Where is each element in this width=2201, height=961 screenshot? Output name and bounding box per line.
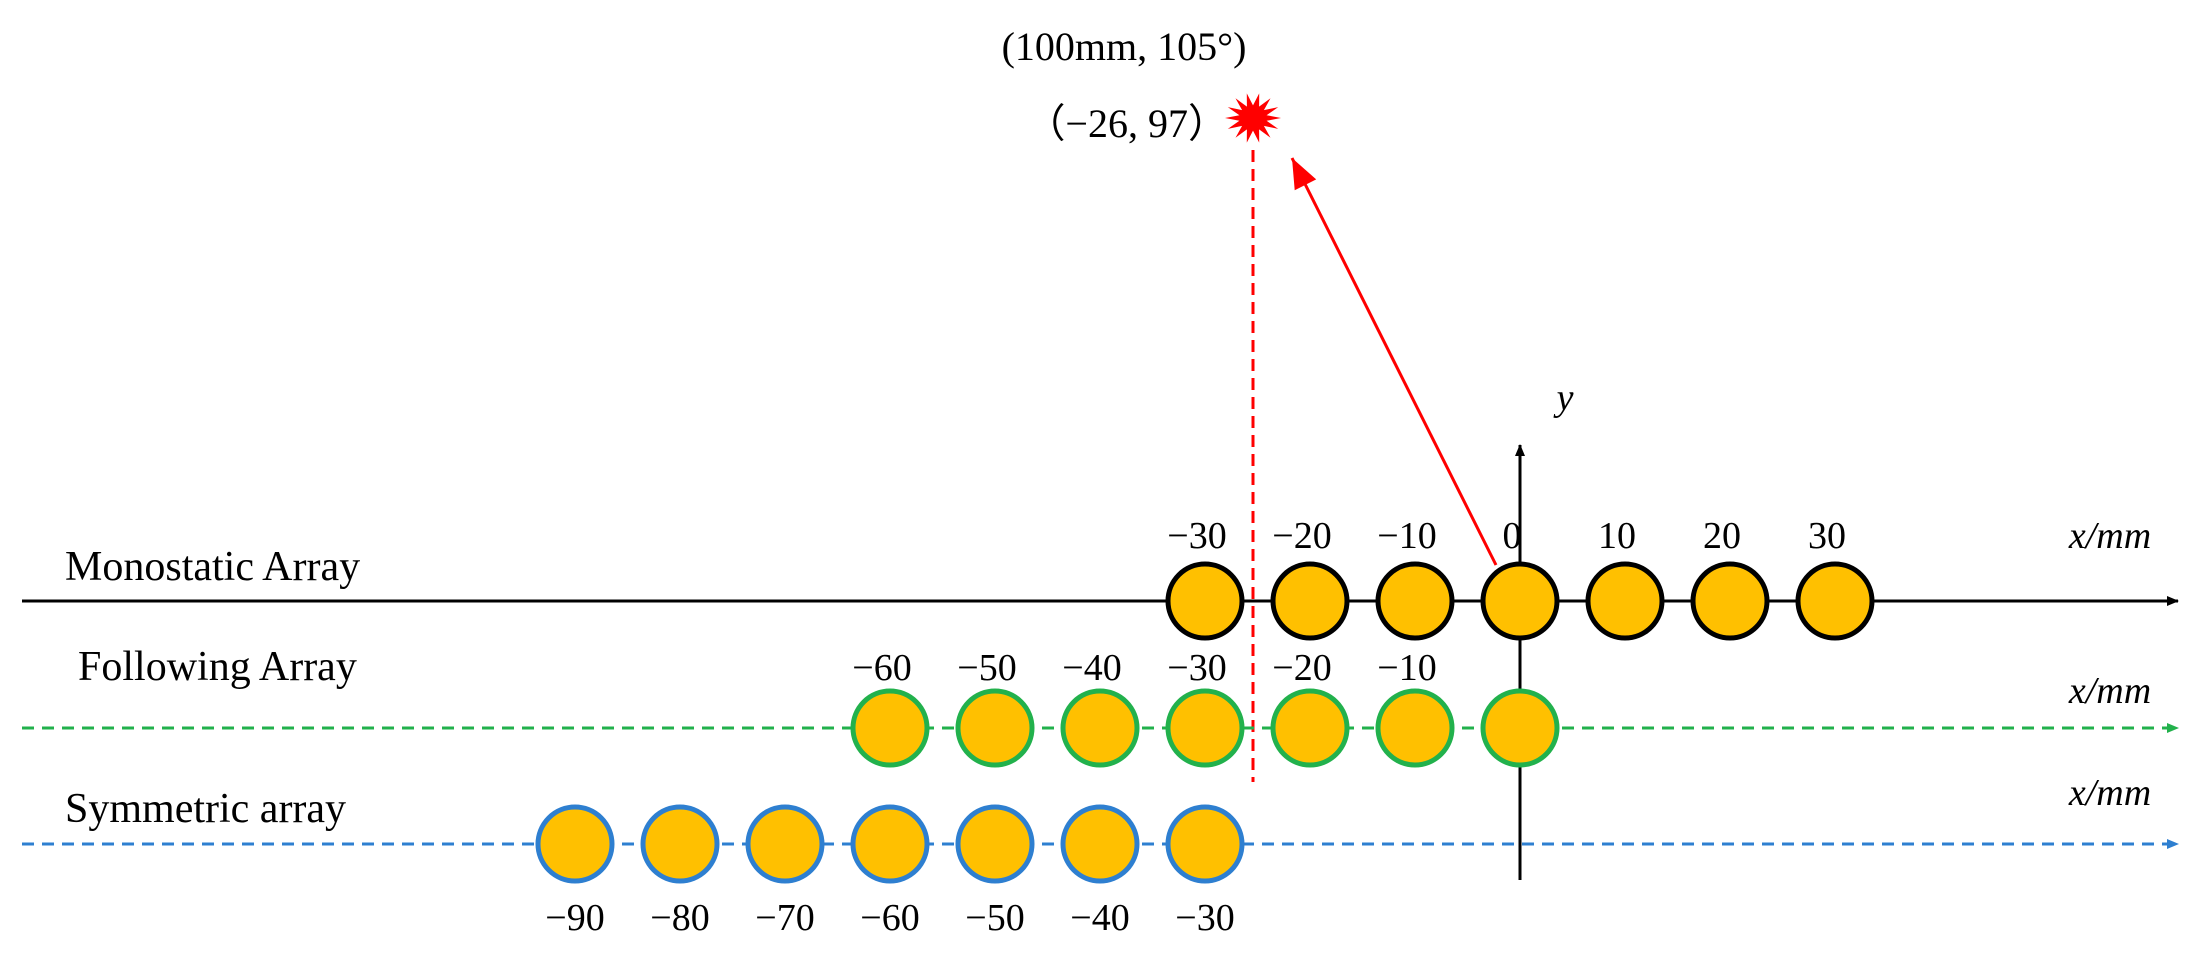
symmetric-array-element — [745, 804, 825, 884]
following-axis-label: x/mm — [2068, 670, 2151, 712]
symmetric-array-element — [1165, 804, 1245, 884]
monostatic-array-element — [1690, 561, 1770, 641]
following-tick-label: −40 — [1062, 647, 1121, 689]
following-array-element — [850, 688, 930, 768]
monostatic-array-element — [1165, 561, 1245, 641]
following-array-element — [1060, 688, 1140, 768]
target-burst-icon — [1225, 93, 1281, 143]
following-array-element — [1165, 688, 1245, 768]
symmetric-tick-label: −40 — [1070, 897, 1129, 939]
monostatic-row-label: Monostatic Array — [65, 544, 360, 590]
symmetric-array-element — [535, 804, 615, 884]
symmetric-tick-label: −90 — [545, 897, 604, 939]
symmetric-tick-label: −80 — [650, 897, 709, 939]
monostatic-array-element — [1270, 561, 1350, 641]
following-array-element — [1480, 688, 1560, 768]
monostatic-array-element — [1795, 561, 1875, 641]
row-symmetric: Symmetric array x/mm −90 −80 −70 −60 −50 −40 −30 — [22, 772, 2179, 939]
symmetric-array-element — [640, 804, 720, 884]
symmetric-tick-label: −30 — [1175, 897, 1234, 939]
array-rows: Monostatic Array x/mm −30 −20 −10 0 10 20 30 Foll… — [22, 515, 2179, 939]
following-tick-label: −50 — [957, 647, 1016, 689]
monostatic-array-element — [1480, 561, 1560, 641]
y-axis-label: y — [1553, 377, 1574, 419]
following-tick-label: −10 — [1377, 647, 1436, 689]
following-tick-label: −60 — [852, 647, 911, 689]
monostatic-tick-label: −30 — [1167, 515, 1226, 557]
symmetric-tick-label: −70 — [755, 897, 814, 939]
monostatic-tick-label: 30 — [1808, 515, 1846, 557]
row-following: Following Array x/mm −60 −50 −40 −30 −20 −10 — [22, 644, 2179, 768]
following-row-label: Following Array — [78, 644, 357, 690]
monostatic-tick-label: 20 — [1703, 515, 1741, 557]
symmetric-tick-label: −60 — [860, 897, 919, 939]
symmetric-row-label: Symmetric array — [65, 786, 346, 832]
monostatic-tick-label: −10 — [1377, 515, 1436, 557]
target-direction-arrow — [1290, 157, 1498, 566]
symmetric-tick-label: −50 — [965, 897, 1024, 939]
monostatic-tick-label: 10 — [1598, 515, 1636, 557]
target-polar-label: (100mm, 105°) — [1002, 24, 1247, 69]
monostatic-tick-label: −20 — [1272, 515, 1331, 557]
target-direction-arrowhead — [1292, 158, 1317, 191]
symmetric-array-element — [850, 804, 930, 884]
monostatic-array-element — [1585, 561, 1665, 641]
monostatic-axis-label: x/mm — [2068, 515, 2151, 557]
symmetric-array-element — [1060, 804, 1140, 884]
following-array-element — [1375, 688, 1455, 768]
monostatic-array-element — [1375, 561, 1455, 641]
following-tick-label: −30 — [1167, 647, 1226, 689]
monostatic-tick-label: 0 — [1503, 515, 1522, 557]
following-tick-label: −20 — [1272, 647, 1331, 689]
symmetric-array-element — [955, 804, 1035, 884]
following-array-element — [955, 688, 1035, 768]
target-cartesian-label: （−26, 97） — [1025, 101, 1228, 146]
symmetric-axis-label: x/mm — [2068, 772, 2151, 814]
row-monostatic: Monostatic Array x/mm −30 −20 −10 0 10 20 30 — [22, 515, 2179, 641]
following-array-element — [1270, 688, 1350, 768]
